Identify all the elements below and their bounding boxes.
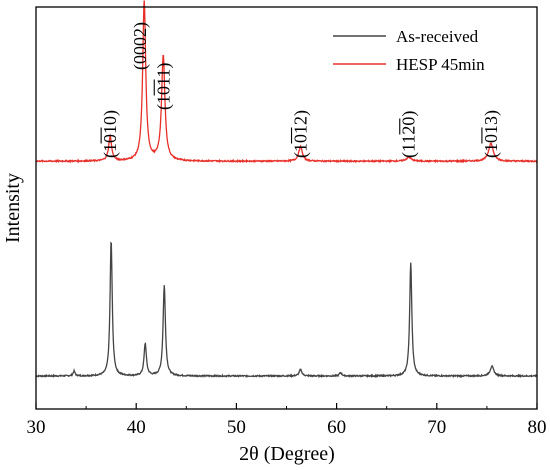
series-line-hesp-45min bbox=[35, 0, 538, 164]
x-tick-label: 40 bbox=[127, 417, 146, 438]
peak-label: (1011) bbox=[153, 63, 174, 110]
peak-label: (1010) bbox=[100, 110, 121, 158]
peak-label: (1012) bbox=[291, 110, 312, 158]
peak-label: (1120) bbox=[399, 111, 420, 158]
legend-label: As-received bbox=[396, 27, 479, 46]
peak-labels: (1010) (0002)(1011) (1012) (1120) (1013) bbox=[100, 22, 502, 158]
legend-label: HESP 45min bbox=[396, 55, 485, 74]
y-axis-title: Intensity bbox=[2, 173, 24, 243]
x-axis-title: 2θ (Degree) bbox=[239, 443, 335, 465]
peak-label: (0002) bbox=[130, 22, 151, 70]
x-axis-ticks bbox=[35, 403, 538, 409]
x-tick-label: 70 bbox=[427, 417, 446, 438]
series-line-as-received bbox=[35, 241, 538, 379]
x-tick-label: 50 bbox=[227, 417, 246, 438]
peak-label: (1013) bbox=[481, 110, 502, 158]
x-tick-label: 80 bbox=[528, 417, 547, 438]
x-axis-tick-labels: 30 40 50 60 70 80 bbox=[27, 417, 547, 438]
x-tick-label: 60 bbox=[327, 417, 346, 438]
plot-traces bbox=[35, 0, 538, 379]
legend: As-received HESP 45min bbox=[333, 27, 485, 74]
x-tick-label: 30 bbox=[27, 417, 46, 438]
